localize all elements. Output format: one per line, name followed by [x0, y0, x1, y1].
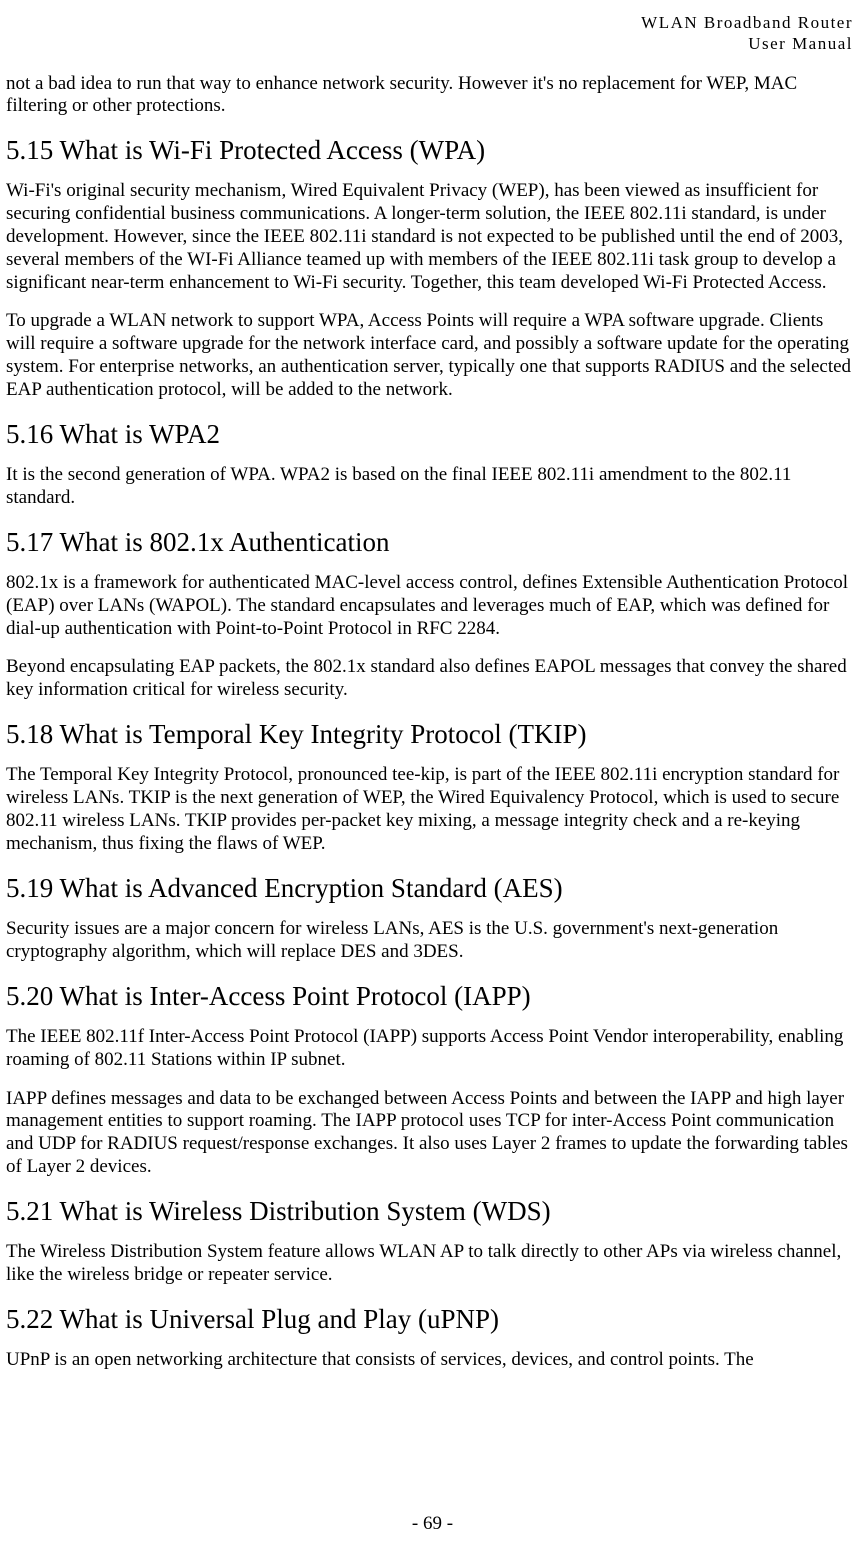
section-521-p1: The Wireless Distribution System feature… [6, 1241, 857, 1287]
section-515-p1: Wi-Fi's original security mechanism, Wir… [6, 180, 857, 294]
section-519-p1: Security issues are a major concern for … [6, 918, 857, 964]
page-footer: - 69 - [0, 1513, 865, 1535]
page-number: - 69 - [412, 1513, 453, 1534]
section-518-heading: 5.18 What is Temporal Key Integrity Prot… [6, 718, 857, 750]
section-515-p2: To upgrade a WLAN network to support WPA… [6, 310, 857, 401]
section-516-p1: It is the second generation of WPA. WPA2… [6, 464, 857, 510]
section-516-heading: 5.16 What is WPA2 [6, 418, 857, 450]
section-522-p1: UPnP is an open networking architecture … [6, 1349, 857, 1372]
section-519-heading: 5.19 What is Advanced Encryption Standar… [6, 872, 857, 904]
page-header: WLAN Broadband Router User Manual [6, 12, 857, 55]
section-520-heading: 5.20 What is Inter-Access Point Protocol… [6, 980, 857, 1012]
section-522-heading: 5.22 What is Universal Plug and Play (uP… [6, 1303, 857, 1335]
section-518-p1: The Temporal Key Integrity Protocol, pro… [6, 764, 857, 855]
section-517-p2: Beyond encapsulating EAP packets, the 80… [6, 656, 857, 702]
intro-paragraph: not a bad idea to run that way to enhanc… [6, 73, 857, 119]
header-subtitle: User Manual [6, 33, 853, 54]
section-521-heading: 5.21 What is Wireless Distribution Syste… [6, 1195, 857, 1227]
section-520-p2: IAPP defines messages and data to be exc… [6, 1088, 857, 1179]
header-title: WLAN Broadband Router [6, 12, 853, 33]
section-517-heading: 5.17 What is 802.1x Authentication [6, 526, 857, 558]
section-515-heading: 5.15 What is Wi-Fi Protected Access (WPA… [6, 134, 857, 166]
section-517-p1: 802.1x is a framework for authenticated … [6, 572, 857, 640]
section-520-p1: The IEEE 802.11f Inter-Access Point Prot… [6, 1026, 857, 1072]
